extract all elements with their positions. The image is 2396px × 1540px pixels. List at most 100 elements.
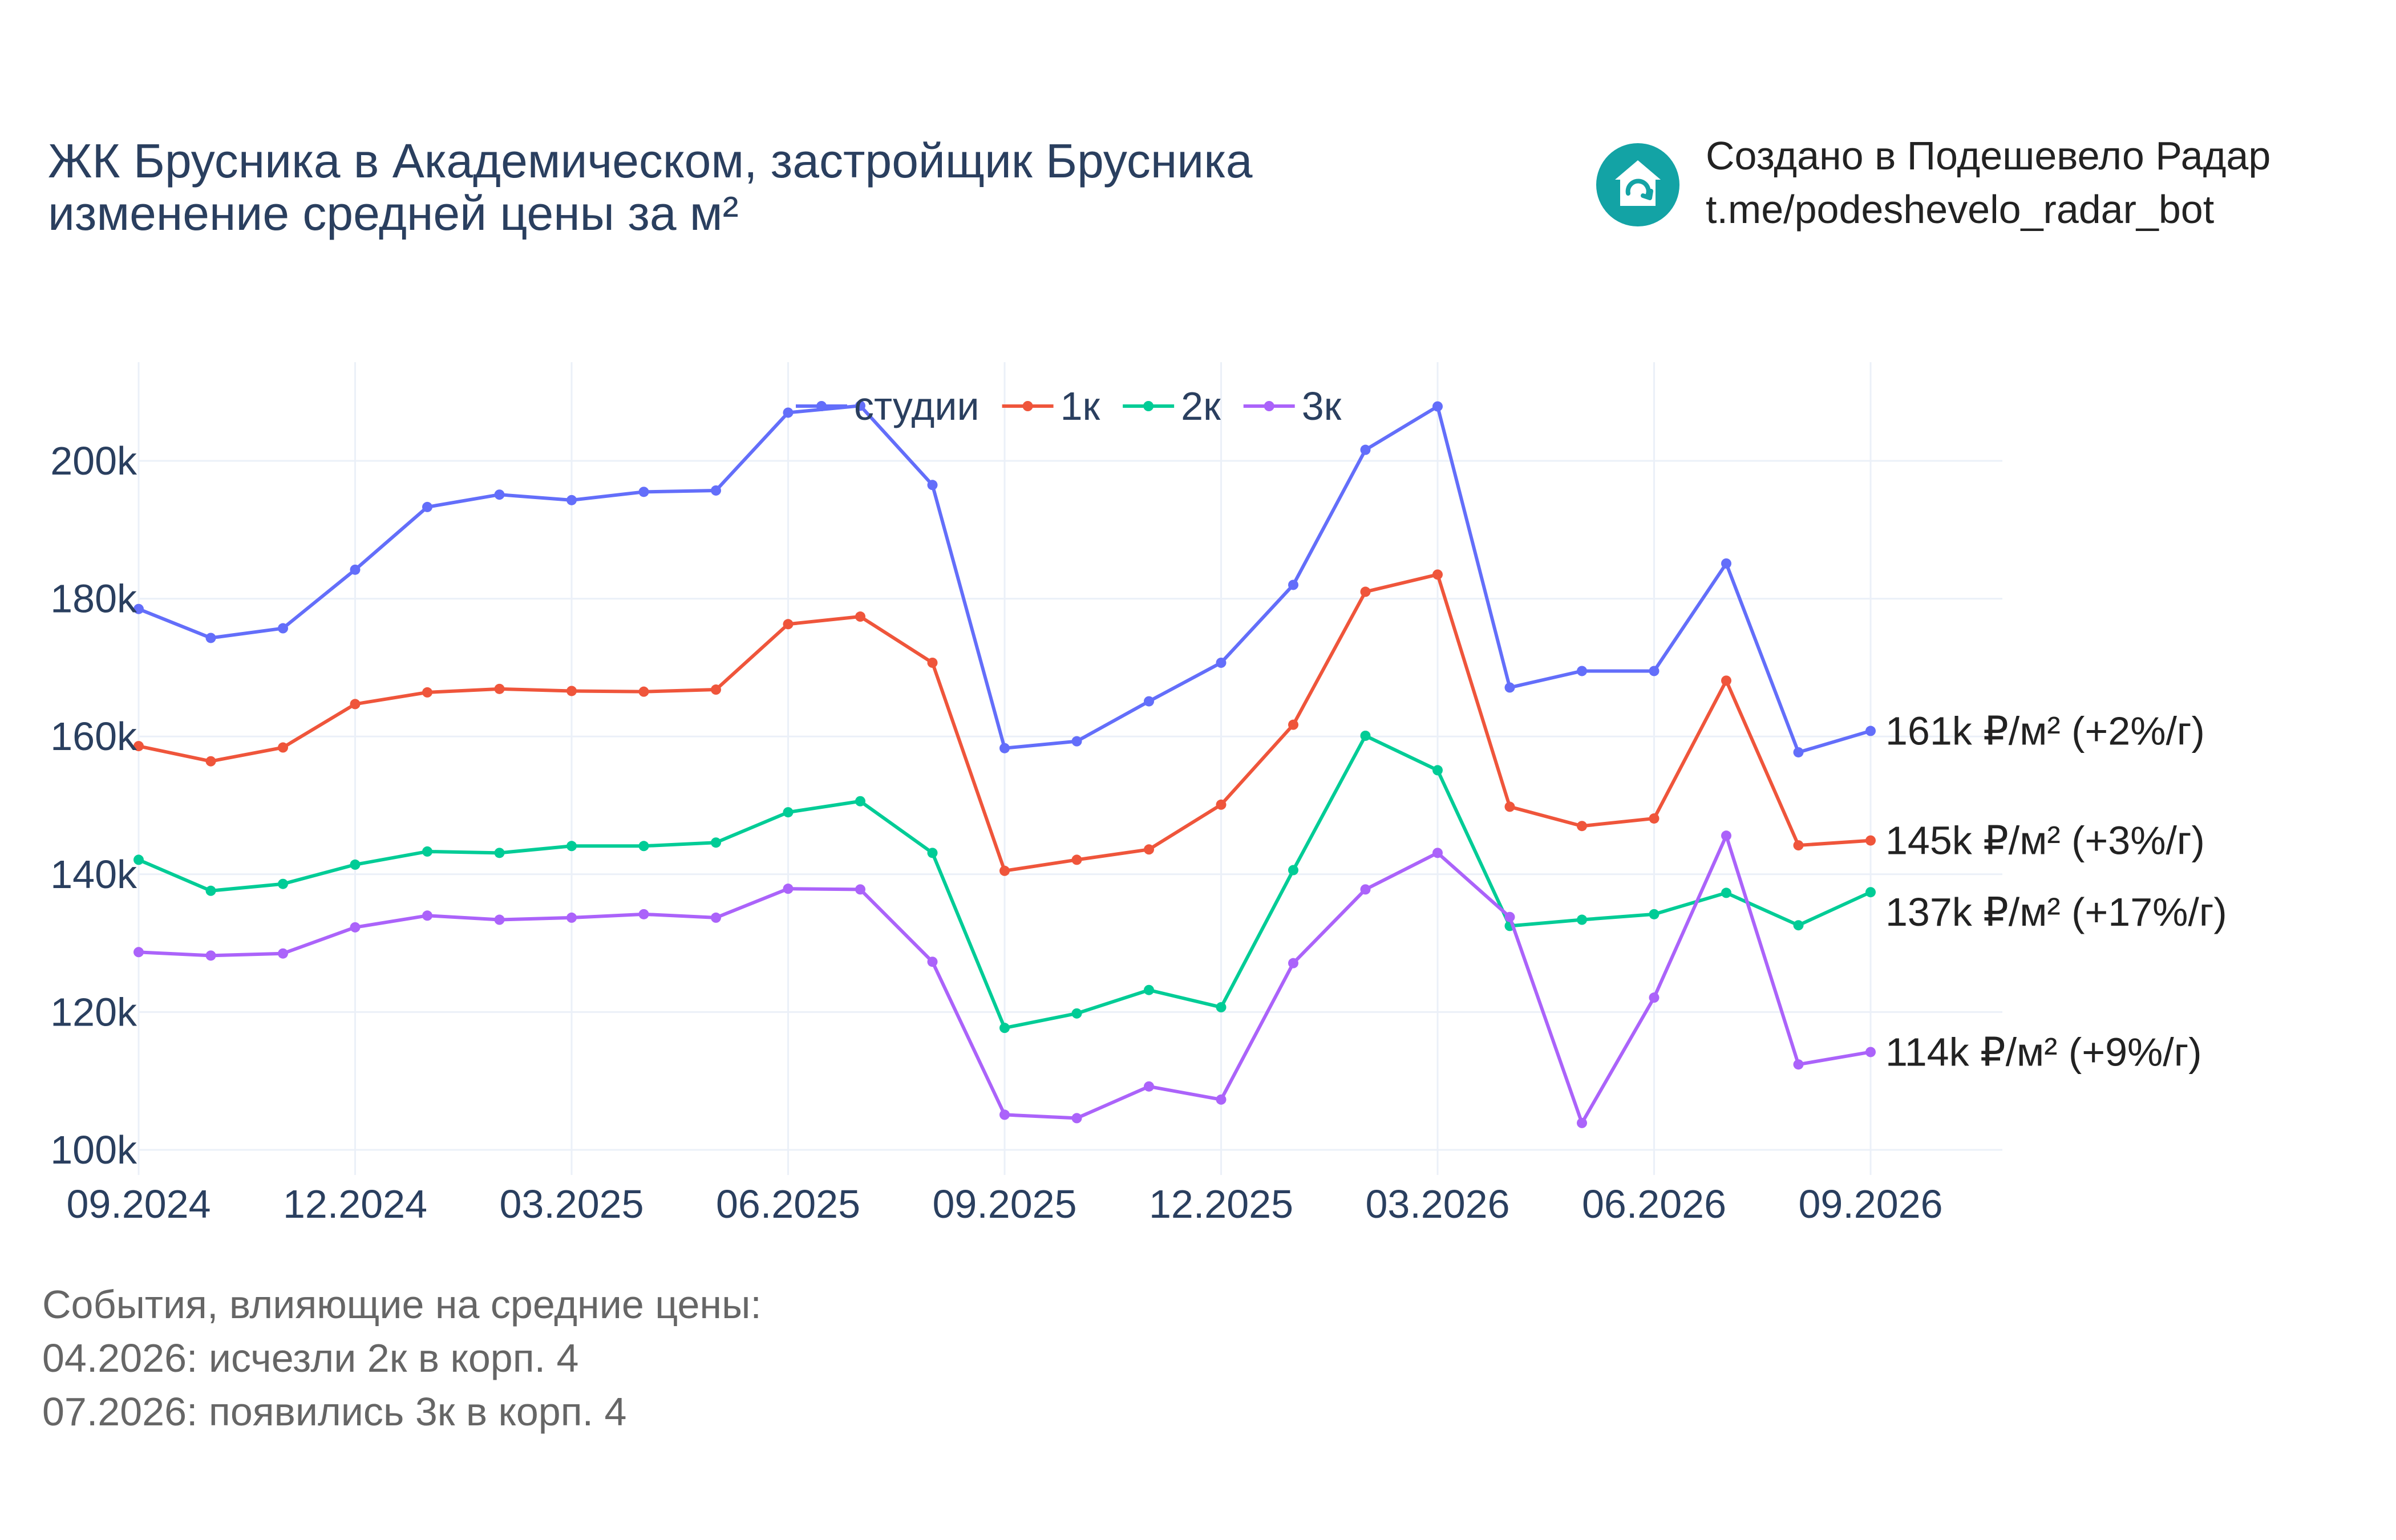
data-point bbox=[1288, 865, 1298, 876]
data-point bbox=[1865, 1047, 1876, 1057]
data-point bbox=[1721, 830, 1731, 841]
data-point bbox=[638, 841, 649, 852]
data-point bbox=[711, 485, 721, 496]
data-point bbox=[350, 922, 361, 933]
data-point bbox=[566, 495, 577, 505]
data-point bbox=[1360, 586, 1371, 597]
series-0 bbox=[133, 400, 1876, 757]
house-refresh-icon bbox=[1596, 143, 1679, 226]
data-point bbox=[1577, 1117, 1587, 1128]
legend-item: 2к bbox=[1123, 384, 1221, 428]
x-tick-label: 06.2026 bbox=[1582, 1182, 1726, 1226]
legend-item: 3к bbox=[1243, 384, 1342, 428]
data-point bbox=[1865, 835, 1876, 846]
y-tick-label: 100k bbox=[50, 1128, 137, 1172]
data-point bbox=[1360, 444, 1371, 455]
data-point bbox=[927, 848, 938, 858]
data-point bbox=[1216, 1094, 1227, 1105]
legend-marker bbox=[1022, 401, 1033, 411]
data-point bbox=[1865, 887, 1876, 898]
x-tick-label: 12.2025 bbox=[1149, 1182, 1293, 1226]
data-point bbox=[422, 501, 432, 512]
data-point bbox=[494, 848, 505, 858]
data-point bbox=[133, 947, 144, 958]
data-point bbox=[1432, 765, 1443, 776]
data-point bbox=[1432, 569, 1443, 580]
brand-link[interactable]: t.me/podeshevelo_radar_bot bbox=[1706, 187, 2215, 232]
y-tick-label: 200k bbox=[50, 439, 137, 483]
end-labels: 161k ₽/м² (+2%/г) 145k ₽/м² (+3%/г) 137k ₽… bbox=[1885, 709, 2227, 1075]
data-point bbox=[1432, 848, 1443, 858]
data-point bbox=[1793, 840, 1804, 851]
data-point bbox=[855, 611, 865, 622]
data-point bbox=[855, 796, 865, 807]
data-point bbox=[1721, 675, 1731, 686]
data-point bbox=[783, 619, 794, 630]
event-item: 04.2026: исчезли 2к в корп. 4 bbox=[42, 1336, 579, 1380]
x-tick-label: 09.2026 bbox=[1798, 1182, 1942, 1226]
data-point bbox=[1649, 813, 1660, 824]
data-point bbox=[1721, 558, 1731, 569]
series-lines bbox=[133, 400, 1876, 1128]
data-point bbox=[566, 912, 577, 923]
data-point bbox=[422, 846, 432, 857]
data-point bbox=[1216, 799, 1227, 810]
data-point bbox=[1288, 958, 1298, 968]
data-point bbox=[494, 914, 505, 925]
data-point bbox=[999, 865, 1010, 876]
data-point bbox=[1793, 920, 1804, 931]
data-point bbox=[494, 489, 505, 500]
end-label: 137k ₽/м² (+17%/г) bbox=[1885, 890, 2227, 934]
y-tick-label: 160k bbox=[50, 714, 137, 759]
legend-label: 2к bbox=[1181, 384, 1221, 428]
data-point bbox=[927, 957, 938, 967]
event-item: 07.2026: появились 3к в корп. 4 bbox=[42, 1389, 627, 1434]
data-point bbox=[1504, 911, 1515, 922]
x-tick-label: 03.2025 bbox=[499, 1182, 643, 1226]
data-point bbox=[638, 909, 649, 919]
data-point bbox=[133, 854, 144, 865]
data-point bbox=[1577, 821, 1587, 832]
data-point bbox=[1144, 1081, 1154, 1092]
data-point bbox=[999, 1023, 1010, 1034]
data-point bbox=[1144, 984, 1154, 995]
data-point bbox=[205, 633, 216, 643]
legend-marker bbox=[816, 401, 827, 411]
legend-marker bbox=[1143, 401, 1154, 411]
data-point bbox=[927, 657, 938, 668]
data-point bbox=[1504, 801, 1515, 812]
x-axis-ticks: 09.2024 12.2024 03.2025 06.2025 09.2025 12.20… bbox=[66, 1182, 1942, 1226]
data-point bbox=[927, 480, 938, 491]
data-point bbox=[1577, 914, 1587, 925]
y-tick-label: 180k bbox=[50, 577, 137, 621]
data-point bbox=[205, 885, 216, 896]
data-point bbox=[638, 686, 649, 697]
y-tick-label: 140k bbox=[50, 852, 137, 897]
data-point bbox=[783, 407, 794, 418]
data-point bbox=[494, 683, 505, 694]
brand-credit: Создано в Подешевело Радар t.me/podeshev… bbox=[1706, 129, 2270, 236]
legend-label: 3к bbox=[1302, 384, 1342, 428]
data-point bbox=[566, 686, 577, 696]
data-point bbox=[1288, 719, 1298, 730]
legend-marker bbox=[1264, 401, 1274, 411]
y-tick-label: 120k bbox=[50, 990, 137, 1034]
data-point bbox=[1721, 887, 1731, 898]
data-point bbox=[855, 884, 865, 895]
end-label: 161k ₽/м² (+2%/г) bbox=[1885, 709, 2205, 753]
data-point bbox=[711, 912, 721, 923]
data-point bbox=[1865, 726, 1876, 736]
data-point bbox=[1071, 1008, 1082, 1019]
data-point bbox=[1216, 1002, 1227, 1012]
data-point bbox=[1360, 884, 1371, 895]
data-point bbox=[1649, 909, 1660, 919]
data-point bbox=[1793, 1059, 1804, 1070]
data-point bbox=[1649, 992, 1660, 1003]
data-point bbox=[1577, 666, 1587, 676]
data-point bbox=[1432, 401, 1443, 412]
data-point bbox=[1216, 657, 1227, 668]
end-label: 114k ₽/м² (+9%/г) bbox=[1885, 1030, 2202, 1074]
legend-item: 1к bbox=[1002, 384, 1100, 428]
data-point bbox=[1360, 730, 1371, 741]
